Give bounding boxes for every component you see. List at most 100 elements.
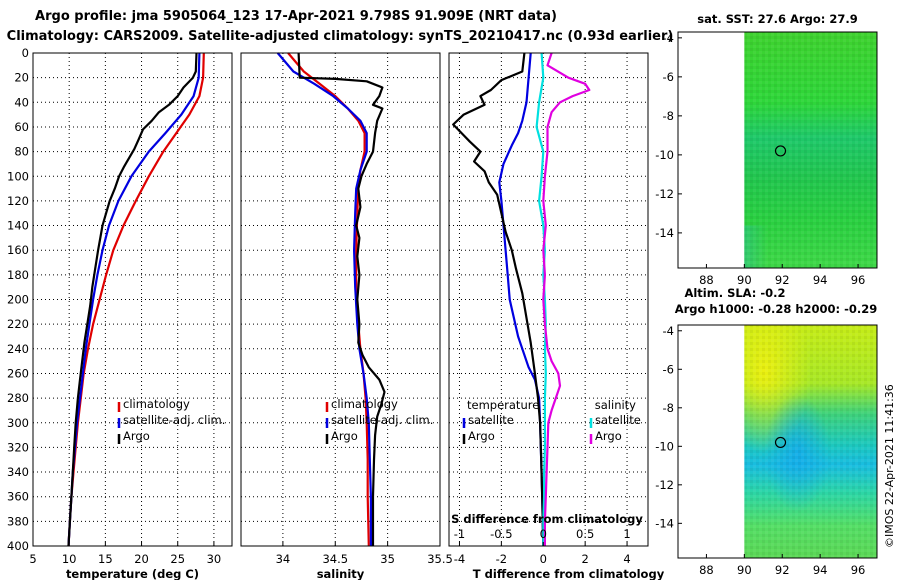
title-line-2: Climatology: CARS2009. Satellite-adjuste… xyxy=(7,29,674,44)
x-tick-label: -4 xyxy=(454,552,465,566)
map-texture xyxy=(744,32,877,268)
sst-map: 88 90 92 94 96 -4 -6 -8 -10 -12 -14 sat. SST: 27.6 … xyxy=(655,12,878,287)
map-y-tick-label: -10 xyxy=(655,148,674,162)
difference-panel: -4 -2 0 2 4T difference from climatology temp… xyxy=(448,52,665,580)
map-y-tick-label: -8 xyxy=(663,109,674,123)
legend-label: satellite xyxy=(595,413,641,427)
x-tick-label: 35 xyxy=(380,552,395,566)
x-tick-label: 20 xyxy=(134,552,149,566)
x-axis-label: salinity xyxy=(317,567,365,580)
series-argo xyxy=(67,52,198,547)
legend-header-temperature: temperature xyxy=(467,398,539,412)
legend-label: satellite xyxy=(468,413,514,427)
map-y-tick-label: -12 xyxy=(655,478,674,492)
series-argo xyxy=(297,52,386,546)
y-tick-label: 200 xyxy=(7,293,29,307)
map-title-line-2: Argo h1000: -0.28 h2000: -0.29 xyxy=(675,302,878,316)
x-axis-label: T difference from climatology xyxy=(473,567,665,580)
sla-map: 88 90 92 94 96 -4 -6 -8 -10 -12 -14 Altim. SLA: -0.… xyxy=(655,286,878,577)
map-frame xyxy=(677,324,878,559)
y-tick-label: 280 xyxy=(7,391,29,405)
map-y-tick-label: -14 xyxy=(655,226,674,240)
x-tick-label: 30 xyxy=(207,552,222,566)
map-x-tick-label: 92 xyxy=(775,273,790,287)
map-x-tick-label: 90 xyxy=(737,563,752,577)
map-x-tick-label: 92 xyxy=(775,563,790,577)
y-tick-label: 220 xyxy=(7,317,29,331)
map-texture xyxy=(744,325,877,558)
y-tick-label: 320 xyxy=(7,440,29,454)
series-s-argo xyxy=(542,52,591,546)
y-tick-label: 140 xyxy=(7,219,29,233)
x-tick-label: 5 xyxy=(29,552,36,566)
map-y-tick-label: -8 xyxy=(663,401,674,415)
legend-header-salinity: salinity xyxy=(595,398,636,412)
map-frame xyxy=(677,31,878,269)
series-t-argo xyxy=(452,52,545,547)
map-y-tick-label: -10 xyxy=(655,439,674,453)
y-tick-label: 60 xyxy=(14,120,29,134)
x-tick-label: 0 xyxy=(540,552,547,566)
s-x-tick-label: -1 xyxy=(454,527,465,541)
map-y-tick-label: -6 xyxy=(663,362,674,376)
legend-label: Argo xyxy=(331,429,358,443)
x-tick-label: 34 xyxy=(276,552,291,566)
x-tick-label: 34.5 xyxy=(322,552,348,566)
x-tick-label: 10 xyxy=(62,552,77,566)
map-y-tick-label: -4 xyxy=(663,31,674,45)
plot-frame xyxy=(32,52,233,547)
s-x-tick-label: -0.5 xyxy=(490,527,512,541)
map-x-tick-label: 90 xyxy=(737,273,752,287)
argo-location-marker xyxy=(774,436,787,449)
legend-label: satellite-adj. clim. xyxy=(331,413,433,427)
x-axis-label: temperature (deg C) xyxy=(66,567,199,580)
legend-label: climatology xyxy=(123,397,190,411)
x-tick-label: 35.5 xyxy=(427,552,453,566)
map-x-tick-label: 88 xyxy=(699,563,714,577)
map-x-tick-label: 96 xyxy=(851,563,866,577)
map-title-line-1: Altim. SLA: -0.2 xyxy=(684,286,785,300)
map-title: sat. SST: 27.6 Argo: 27.9 xyxy=(697,12,857,26)
x-tick-label: 15 xyxy=(98,552,113,566)
legend-label: Argo xyxy=(468,429,495,443)
legend-label: satellite-adj. clim. xyxy=(123,413,225,427)
temperature-panel: 5 10 15 20 25 3002040608010012014016018020022… xyxy=(7,46,233,580)
argo-location-marker xyxy=(774,145,787,157)
credit-stamp: ©IMOS 22-Apr-2021 11:41:36 xyxy=(883,384,896,548)
y-tick-label: 380 xyxy=(7,514,29,528)
s-x-tick-label: 1 xyxy=(623,527,630,541)
legend-label: Argo xyxy=(595,429,622,443)
map-x-tick-label: 94 xyxy=(813,563,828,577)
y-tick-label: 260 xyxy=(7,366,29,380)
title-line-1: Argo profile: jma 5905064_123 17-Apr-202… xyxy=(35,9,557,24)
x-tick-label: 25 xyxy=(170,552,185,566)
map-y-tick-label: -4 xyxy=(663,324,674,338)
y-tick-label: 160 xyxy=(7,243,29,257)
s-difference-axis-label: S difference from climatology xyxy=(451,512,643,526)
x-tick-label: 2 xyxy=(581,552,588,566)
map-x-tick-label: 94 xyxy=(813,273,828,287)
y-tick-label: 300 xyxy=(7,416,29,430)
s-x-tick-label: 0.5 xyxy=(576,527,594,541)
y-tick-label: 20 xyxy=(14,71,29,85)
series-climatology xyxy=(67,52,205,547)
y-tick-label: 240 xyxy=(7,342,29,356)
y-tick-label: 400 xyxy=(7,539,29,553)
y-tick-label: 80 xyxy=(14,145,29,159)
y-tick-label: 340 xyxy=(7,465,29,479)
series-s-satellite xyxy=(535,52,547,546)
y-tick-label: 0 xyxy=(22,46,29,60)
s-x-tick-label: 0 xyxy=(540,527,547,541)
y-tick-label: 120 xyxy=(7,194,29,208)
plot-frame xyxy=(240,52,441,547)
salinity-panel: 34 34.5 35 35.5 salinity climatology satellite… xyxy=(240,52,453,580)
y-tick-label: 100 xyxy=(7,169,29,183)
map-x-tick-label: 88 xyxy=(699,273,714,287)
legend-label: climatology xyxy=(331,397,398,411)
plot-frame xyxy=(448,52,649,547)
y-tick-label: 360 xyxy=(7,490,29,504)
series-satellite-adj-clim- xyxy=(276,52,372,546)
x-tick-label: 4 xyxy=(623,552,630,566)
x-tick-label: -2 xyxy=(496,552,507,566)
